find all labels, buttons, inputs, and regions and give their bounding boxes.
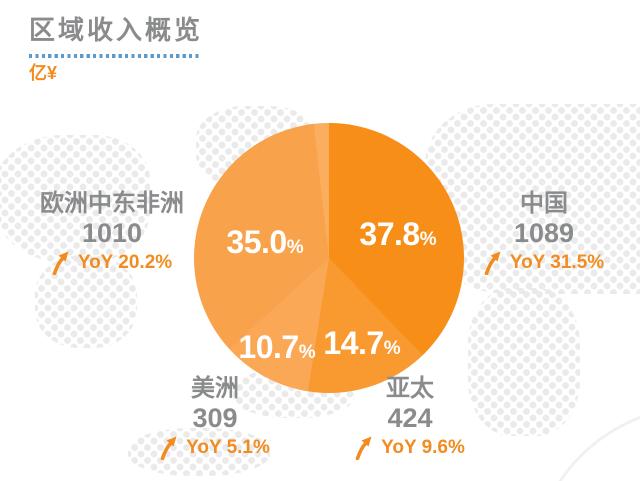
pie-percent-label-emea: 35.0% <box>226 226 303 258</box>
world-map-dots-americas-south <box>35 256 137 348</box>
yoy-up-arrow-icon <box>355 436 372 460</box>
pie-percent-label-americas: 10.7% <box>238 331 315 363</box>
region-yoy-label: YoY 5.1% <box>186 437 270 458</box>
dotted-rule <box>29 54 201 58</box>
region-yoy-label: YoY 31.5% <box>509 252 605 273</box>
percent-symbol: % <box>286 237 304 258</box>
percent-value: 37.8 <box>359 216 420 252</box>
percent-symbol: % <box>383 338 401 359</box>
world-map-dots-oceania <box>468 288 580 436</box>
world-map-dots-bottom-left <box>128 428 270 476</box>
header: 区域收入概览 亿¥ <box>29 14 203 83</box>
percent-value: 14.7 <box>323 325 384 361</box>
region-yoy-row: YoY 31.5% <box>449 251 639 275</box>
yoy-up-arrow-icon <box>160 436 177 460</box>
region-value: 1089 <box>513 218 575 248</box>
callout-china: 中国 1089 YoY 31.5% <box>449 190 639 275</box>
yoy-up-arrow-icon <box>52 251 69 275</box>
callout-apac: 亚太 424 YoY 9.6% <box>315 375 505 460</box>
region-name: 欧洲中东非洲 <box>40 190 184 217</box>
yoy-up-arrow-icon <box>484 251 501 275</box>
region-yoy-row: YoY 5.1% <box>120 436 310 460</box>
region-yoy-label: YoY 20.2% <box>77 252 173 273</box>
unit-label: 亿¥ <box>29 63 58 83</box>
page-title: 区域收入概览 <box>29 15 204 45</box>
percent-value: 10.7 <box>238 329 299 365</box>
region-yoy-row: YoY 9.6% <box>315 436 505 460</box>
callout-emea: 欧洲中东非洲 1010 YoY 20.2% <box>17 190 207 275</box>
region-name: 亚太 <box>386 375 434 402</box>
callout-americas: 美洲 309 YoY 5.1% <box>120 375 310 460</box>
percent-symbol: % <box>298 342 316 363</box>
world-map-dots-americas-north <box>0 135 150 263</box>
region-value: 309 <box>192 403 238 433</box>
region-name: 美洲 <box>191 375 239 402</box>
region-value: 424 <box>387 403 433 433</box>
region-yoy-label: YoY 9.6% <box>381 437 465 458</box>
region-value: 1010 <box>81 218 143 248</box>
pie-percent-label-china: 37.8% <box>359 218 436 250</box>
region-yoy-row: YoY 20.2% <box>17 251 207 275</box>
percent-symbol: % <box>419 229 437 250</box>
pie-percent-label-apac: 14.7% <box>323 327 400 359</box>
region-name: 中国 <box>520 190 568 217</box>
pie-chart <box>194 123 464 393</box>
percent-value: 35.0 <box>226 224 287 260</box>
